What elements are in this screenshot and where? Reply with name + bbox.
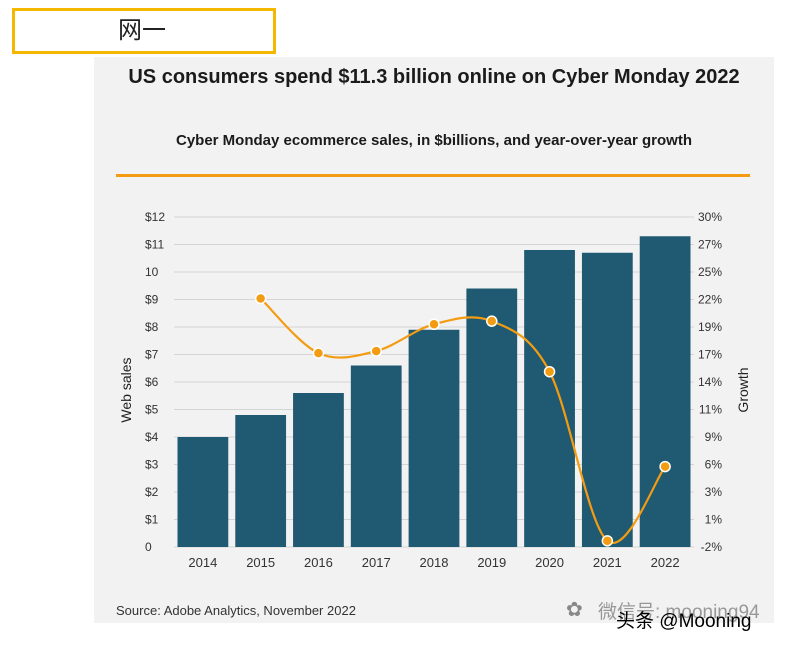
growth-point-2018 [428, 318, 440, 330]
y2-tick-label: 9% [705, 430, 723, 444]
bar-2022 [639, 236, 691, 547]
bar-2019 [466, 288, 518, 547]
y-tick-label: $4 [145, 430, 159, 444]
growth-point-2019 [486, 315, 498, 327]
wechat-icon: ✿ [566, 599, 583, 621]
y2-tick-label: 17% [698, 348, 722, 362]
y2-tick-label: 1% [705, 513, 723, 527]
bar-2015 [235, 415, 287, 547]
x-tick-label: 2019 [477, 555, 506, 570]
y-tick-label: $3 [145, 458, 159, 472]
y-tick-label: 0 [145, 540, 152, 554]
bar-2017 [350, 365, 402, 547]
y-tick-label: $9 [145, 293, 159, 307]
bar-2020 [524, 250, 575, 547]
y-tick-label: 10 [145, 265, 159, 279]
bar-2018 [408, 329, 460, 547]
chart-subtitle: Cyber Monday ecommerce sales, in $billio… [175, 132, 692, 149]
growth-point-2022 [659, 460, 671, 473]
y2-tick-label: 11% [699, 403, 722, 417]
y2-tick-label: 3% [705, 485, 723, 499]
y-tick-label: $8 [145, 320, 159, 334]
x-tick-label: 2018 [420, 555, 449, 570]
watermark-wechat: 微信号: mooning94 [598, 602, 760, 623]
source-note: Source: Adobe Analytics, November 2022 [116, 603, 356, 618]
y-tick-label: $6 [145, 375, 159, 389]
x-tick-label: 2020 [535, 555, 564, 570]
x-tick-label: 2021 [593, 555, 622, 570]
y-tick-label: $11 [145, 238, 164, 252]
y2-tick-label: -2% [701, 540, 723, 554]
y2-tick-label: 25% [698, 265, 722, 279]
y-tick-label: $1 [145, 513, 159, 527]
y2-tick-label: 30% [698, 210, 722, 224]
y-tick-label: $7 [145, 348, 159, 362]
growth-point-2015 [254, 292, 267, 305]
bar-2014 [177, 437, 229, 547]
header-tag-label: 网一 [118, 16, 166, 44]
y-axis-title: Web sales [118, 357, 134, 422]
growth-point-2017 [370, 345, 382, 357]
x-tick-label: 2022 [651, 555, 680, 570]
growth-point-2020 [543, 365, 556, 378]
x-tick-label: 2014 [188, 555, 217, 570]
y2-tick-label: 6% [705, 458, 723, 472]
y2-tick-label: 14% [698, 375, 722, 389]
header-tag-box [12, 8, 276, 54]
y2-tick-label: 19% [698, 320, 722, 334]
x-tick-label: 2016 [304, 555, 333, 570]
y2-tick-label: 27% [698, 238, 722, 252]
y-tick-label: $5 [145, 403, 159, 417]
y2-axis-title: Growth [735, 367, 751, 412]
growth-point-2021 [601, 535, 614, 547]
growth-point-2016 [312, 347, 325, 359]
y2-tick-label: 22% [698, 293, 722, 307]
y-tick-label: $2 [145, 485, 159, 499]
chart-title: US consumers spend $11.3 billion online … [128, 66, 740, 88]
y-tick-label: $12 [145, 210, 165, 224]
watermark-toutiao: 头条 @Mooning [616, 611, 752, 632]
bar-2021 [581, 252, 633, 547]
title-divider [116, 174, 750, 177]
x-tick-label: 2015 [246, 555, 275, 570]
x-tick-label: 2017 [362, 555, 391, 570]
bar-2016 [293, 393, 344, 547]
